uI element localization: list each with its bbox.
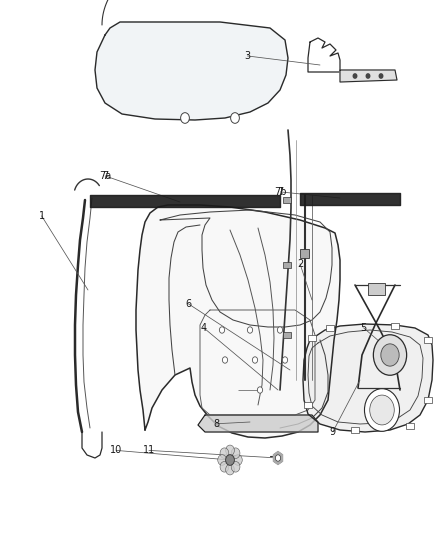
Circle shape <box>276 455 281 461</box>
Text: 6: 6 <box>185 299 191 309</box>
Bar <box>304 402 311 408</box>
Circle shape <box>231 112 240 123</box>
Polygon shape <box>303 324 433 432</box>
Text: 5: 5 <box>360 323 367 333</box>
Bar <box>283 332 291 338</box>
Circle shape <box>180 112 189 123</box>
Circle shape <box>283 357 288 363</box>
Circle shape <box>233 455 242 465</box>
Circle shape <box>353 74 357 78</box>
Text: 9: 9 <box>330 427 336 437</box>
Polygon shape <box>340 70 397 82</box>
Bar <box>406 423 413 429</box>
Bar <box>283 197 291 203</box>
Text: 7b: 7b <box>274 187 286 197</box>
Bar <box>308 335 315 341</box>
Circle shape <box>381 344 399 366</box>
Circle shape <box>370 395 394 425</box>
Polygon shape <box>95 22 288 120</box>
Text: 2: 2 <box>297 259 303 269</box>
Bar <box>300 249 309 258</box>
Text: 7: 7 <box>277 187 283 197</box>
Circle shape <box>277 327 283 333</box>
Polygon shape <box>136 205 340 438</box>
Bar <box>368 283 385 295</box>
Circle shape <box>220 448 229 458</box>
Circle shape <box>231 462 240 472</box>
Text: 4: 4 <box>201 323 207 333</box>
Text: 10: 10 <box>110 446 122 455</box>
Circle shape <box>247 327 253 333</box>
Circle shape <box>252 357 258 363</box>
Circle shape <box>373 335 406 375</box>
Bar <box>424 337 431 343</box>
Text: 7a: 7a <box>99 171 111 181</box>
Bar <box>283 262 291 268</box>
Circle shape <box>379 74 383 78</box>
Text: 7: 7 <box>102 171 108 181</box>
Bar <box>392 323 399 329</box>
Circle shape <box>226 455 234 465</box>
Circle shape <box>226 445 234 456</box>
Circle shape <box>226 464 234 475</box>
Circle shape <box>219 327 225 333</box>
Circle shape <box>231 448 240 458</box>
Circle shape <box>220 462 229 472</box>
Circle shape <box>223 357 228 363</box>
Bar <box>424 397 431 403</box>
Circle shape <box>366 74 370 78</box>
Text: 1: 1 <box>39 211 45 221</box>
Bar <box>352 427 359 433</box>
Circle shape <box>258 387 263 393</box>
Bar <box>326 325 333 331</box>
Text: 11: 11 <box>143 446 155 455</box>
Text: 8: 8 <box>214 419 220 429</box>
Polygon shape <box>198 415 318 432</box>
Polygon shape <box>273 451 283 464</box>
Text: 3: 3 <box>244 51 251 61</box>
Circle shape <box>218 455 226 465</box>
Circle shape <box>364 389 399 431</box>
